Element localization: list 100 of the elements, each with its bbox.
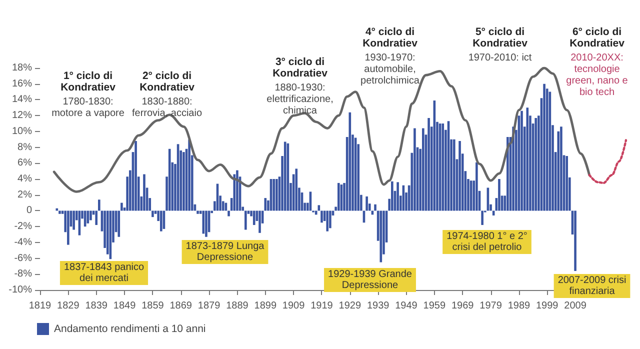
bar — [374, 204, 376, 211]
annotation: 1837-1843 panico dei mercati — [64, 262, 144, 284]
bar — [258, 210, 261, 233]
bar — [134, 140, 137, 211]
x-tick-label: 1869 — [170, 300, 192, 312]
bar — [337, 182, 340, 211]
x-tick-label: 1989 — [508, 300, 530, 312]
text: 6° ciclo di Kondratiev — [570, 26, 625, 50]
bar — [366, 196, 368, 211]
bar — [452, 139, 456, 211]
line-series — [588, 139, 628, 184]
bar — [67, 210, 70, 245]
y-tick-label: 4% — [18, 174, 32, 184]
y-tick-label: -2% — [14, 221, 32, 232]
bar — [481, 210, 484, 225]
x-tick-label: 1979 — [480, 300, 502, 312]
annotation: 1930-1970: automobile, petrolchimica — [360, 52, 420, 86]
text: 4° ciclo di Kondratiev — [362, 26, 418, 50]
bar — [188, 139, 190, 211]
bar — [476, 162, 478, 211]
annotation: 1780-1830: motore a vapore — [52, 96, 125, 119]
annotation: 3° ciclo di Kondratiev — [272, 56, 328, 80]
bar — [428, 118, 430, 211]
bar — [329, 210, 332, 228]
bar — [252, 210, 256, 225]
bar — [284, 142, 286, 211]
bar — [205, 210, 208, 237]
bar — [143, 174, 146, 211]
bar — [196, 210, 199, 214]
x-tick-label: 1919 — [310, 300, 334, 312]
bar — [566, 156, 568, 211]
bar — [244, 210, 247, 230]
x-tick-label: 1829 — [57, 300, 80, 312]
legend-label: Andamento rendimenti a 10 anni — [54, 323, 206, 335]
annotation: 1929-1939 Grande Depressione — [328, 269, 412, 291]
x-tick-label: 1939 — [366, 300, 390, 312]
bar — [458, 140, 461, 211]
x-tick-label: 1819 — [28, 300, 52, 312]
y-tick-label: -10% — [8, 284, 32, 296]
y-tick-label: -8% — [14, 268, 32, 280]
bar — [526, 108, 529, 211]
x-tick-label: 1929 — [338, 300, 362, 312]
x-tick-label: 1969 — [451, 300, 474, 312]
annotation: 1873-1879 Lunga Depressione — [186, 241, 265, 263]
bar — [574, 210, 576, 271]
bar — [520, 110, 523, 211]
x-tick-label: 1859 — [142, 300, 164, 312]
bar — [228, 210, 230, 216]
bar — [160, 210, 162, 232]
bar — [90, 210, 92, 220]
bar — [560, 126, 562, 211]
bar — [264, 198, 267, 211]
y-tick-label: 16% — [12, 78, 32, 90]
bar — [152, 210, 154, 218]
text: 1970-2010: ict — [468, 52, 532, 64]
annotation: 2007-2009 crisi finanziaria — [558, 275, 626, 297]
y-tick-label: 0 — [26, 205, 32, 216]
annotation: 2° ciclo di Kondratiev — [140, 70, 195, 94]
bar — [233, 174, 236, 211]
y-tick-label: -6% — [14, 252, 32, 264]
x-tick-label: 1849 — [113, 300, 136, 312]
annotation: 1° ciclo di Kondratiev — [60, 70, 116, 94]
annotation: 2010-20XX: tecnologie green, nano e bio tech — [566, 52, 628, 98]
bar — [72, 210, 75, 230]
annotation: 1830-1880: ferrovia, acciaio — [132, 96, 202, 119]
x-tick-label: 1999 — [536, 300, 559, 312]
bar — [118, 210, 120, 237]
bar — [396, 182, 399, 211]
bar — [320, 210, 323, 223]
y-tick-label: 10% — [12, 126, 32, 137]
bar — [380, 210, 382, 262]
bar — [58, 210, 61, 214]
annotation: 1974-1980 1° e 2° crisi del petrolio — [446, 231, 528, 253]
x-tick-label: 1899 — [254, 300, 277, 312]
bar — [272, 179, 275, 211]
bar — [95, 210, 98, 225]
x-tick-label: 1879 — [198, 300, 221, 312]
y-tick-label: -4% — [14, 236, 32, 248]
bar — [98, 200, 100, 211]
bar — [414, 128, 416, 211]
y-tick-label: 8% — [18, 142, 32, 153]
x-tick-label: 1949 — [395, 300, 418, 312]
bar — [442, 124, 444, 211]
y-tick-label: 14% — [12, 94, 32, 106]
y-tick-label: 12% — [12, 110, 32, 122]
bar — [295, 168, 298, 211]
x-tick-label: 1839 — [85, 300, 108, 312]
x-tick-label: 2009 — [564, 300, 587, 312]
bar — [276, 179, 278, 211]
bar — [236, 170, 238, 211]
bar — [534, 118, 537, 211]
bar — [326, 210, 329, 232]
x-tick-label: 1959 — [423, 300, 446, 312]
bar — [182, 152, 185, 211]
bar — [391, 181, 394, 211]
bar — [86, 210, 90, 224]
bar — [120, 202, 123, 211]
text: 5° ciclo di Kondratiev — [472, 26, 528, 50]
bar — [498, 179, 500, 211]
y-tick-label: 18% — [12, 62, 32, 74]
